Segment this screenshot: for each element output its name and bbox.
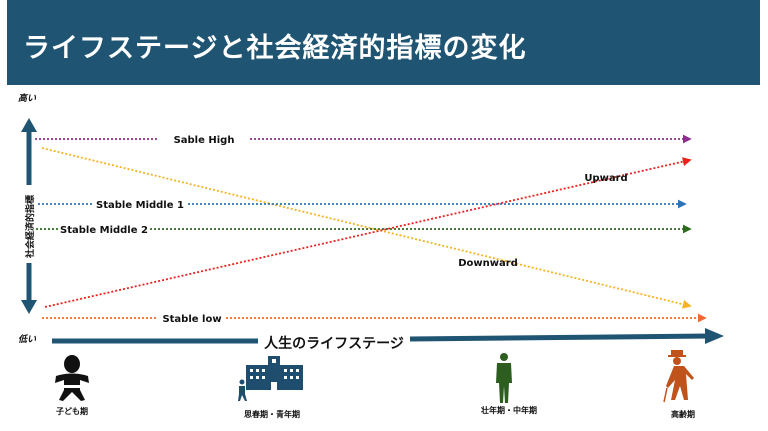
- trajectory-lines: Sable High Downward Stable Middle 1 Stable …: [35, 134, 707, 325]
- x-axis-arrowhead: [705, 328, 724, 344]
- adult-man-icon: [496, 353, 512, 403]
- line-downward: [41, 147, 692, 309]
- page-title: ライフステージと社会経済的指標の変化: [23, 33, 527, 64]
- stage-label-child: 子ども期: [56, 406, 88, 416]
- school-icon: [238, 356, 303, 401]
- y-axis-label: 社会経済的指標: [24, 195, 36, 259]
- stage-label-adolescent: 思春期・青年期: [244, 409, 300, 419]
- y-axis-arrowhead-down: [21, 300, 37, 314]
- stage-label-elderly: 高齢期: [671, 409, 695, 419]
- y-axis-arrowhead-up: [21, 118, 37, 132]
- elderly-person-icon: [663, 350, 694, 403]
- stage-label-middle-age: 壮年期・中年期: [481, 405, 537, 415]
- line-label-stable-middle-2: Stable Middle 2: [60, 225, 148, 236]
- title-bar: ライフステージと社会経済的指標の変化: [7, 0, 760, 85]
- line-label-upward: Upward: [584, 173, 627, 184]
- line-label-sable-high: Sable High: [174, 135, 235, 146]
- x-axis-bar-right: [409, 333, 711, 342]
- line-label-downward: Downward: [458, 258, 518, 269]
- line-label-stable-low: Stable low: [162, 314, 221, 325]
- baby-icon: [55, 355, 89, 401]
- y-axis-low-label: 低い: [18, 334, 37, 345]
- x-axis-label: 人生のライフステージ: [264, 335, 404, 352]
- line-label-stable-middle-1: Stable Middle 1: [96, 200, 184, 211]
- y-axis-high-label: 高い: [18, 93, 37, 104]
